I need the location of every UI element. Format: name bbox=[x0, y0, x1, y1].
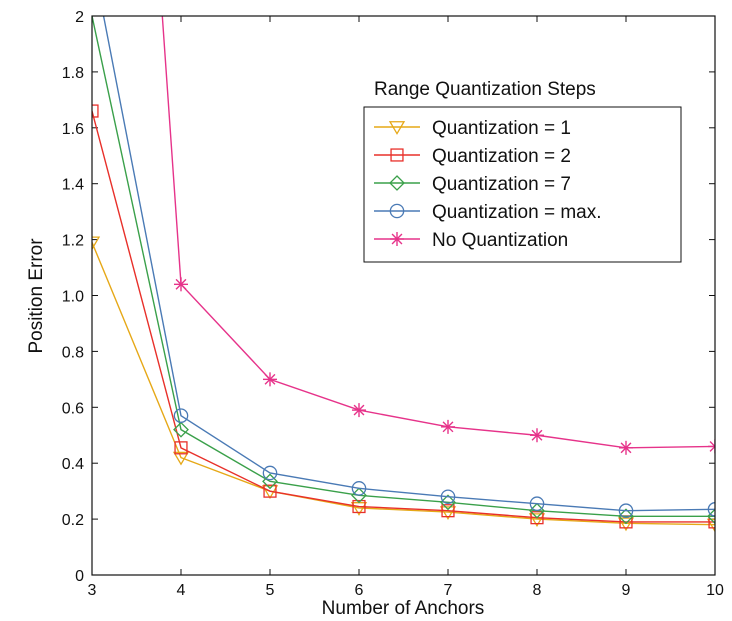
data-point bbox=[618, 508, 634, 525]
data-point bbox=[92, 236, 101, 251]
legend-item: Quantization = 7 bbox=[374, 174, 571, 195]
data-point bbox=[529, 496, 545, 512]
y-tick-label: 0.4 bbox=[62, 456, 84, 473]
data-point bbox=[708, 439, 715, 454]
data-point bbox=[441, 504, 455, 518]
legend-box bbox=[363, 106, 682, 263]
y-tick-label: 1.8 bbox=[62, 65, 84, 82]
y-tick-label: 0.8 bbox=[62, 344, 84, 361]
legend: Range Quantization Steps Quantization = … bbox=[363, 79, 682, 263]
data-point bbox=[619, 440, 633, 455]
series-line bbox=[102, 16, 715, 512]
y-tick-label: 1.2 bbox=[62, 233, 84, 250]
x-tick-label: 7 bbox=[444, 582, 453, 599]
data-point bbox=[352, 403, 366, 418]
data-point bbox=[351, 481, 367, 496]
data-point bbox=[440, 489, 456, 505]
data-point bbox=[530, 428, 544, 443]
legend-marker bbox=[389, 175, 405, 191]
legend-item: Quantization = 1 bbox=[374, 118, 571, 139]
x-tick-label: 10 bbox=[706, 582, 724, 599]
x-tick-label: 8 bbox=[533, 582, 542, 599]
y-tick-label: 1.4 bbox=[62, 177, 84, 194]
plot-frame bbox=[91, 15, 716, 576]
legend-item: Quantization = max. bbox=[374, 202, 602, 223]
data-point bbox=[262, 465, 278, 481]
data-point bbox=[618, 503, 634, 519]
data-point bbox=[172, 451, 190, 466]
data-point bbox=[263, 372, 277, 387]
x-tick-label: 4 bbox=[177, 582, 186, 599]
x-tick-label: 5 bbox=[266, 582, 275, 599]
legend-item: Quantization = 2 bbox=[374, 146, 571, 167]
series-line bbox=[92, 242, 715, 526]
data-point bbox=[174, 277, 188, 292]
plot-area bbox=[92, 16, 715, 533]
y-axis: 0 0.2 0.4 0.6 0.8 1.0 1.2 1.4 1.6 1.8 2 bbox=[62, 9, 715, 585]
data-point bbox=[530, 511, 544, 525]
legend-title: Range Quantization Steps bbox=[374, 79, 596, 100]
data-point bbox=[263, 484, 277, 498]
x-tick-label: 3 bbox=[88, 582, 97, 599]
data-point bbox=[706, 518, 715, 533]
legend-label: Quantization = 7 bbox=[432, 174, 571, 195]
legend-label: No Quantization bbox=[432, 230, 568, 251]
data-point bbox=[617, 517, 635, 532]
data-point bbox=[352, 499, 366, 514]
y-axis-title: Position Error bbox=[26, 238, 47, 354]
series-line bbox=[161, 16, 715, 449]
y-tick-label: 0.2 bbox=[62, 512, 84, 529]
legend-label: Quantization = 1 bbox=[432, 118, 571, 139]
y-tick-label: 1.0 bbox=[62, 289, 84, 306]
y-tick-label: 2 bbox=[75, 9, 84, 26]
series-2 bbox=[92, 104, 715, 529]
series-line bbox=[92, 16, 715, 518]
x-tick-label: 9 bbox=[622, 582, 631, 599]
legend-item: No Quantization bbox=[374, 230, 568, 251]
legend-marker bbox=[390, 232, 404, 246]
data-point bbox=[440, 494, 456, 511]
y-tick-label: 1.6 bbox=[62, 121, 84, 138]
legend-marker bbox=[388, 121, 406, 135]
series-5 bbox=[161, 16, 715, 455]
legend-marker bbox=[389, 203, 405, 219]
legend-label: Quantization = 2 bbox=[432, 146, 571, 167]
y-tick-label: 0 bbox=[75, 568, 84, 585]
x-axis-title: Number of Anchors bbox=[322, 598, 485, 619]
data-point bbox=[439, 506, 457, 521]
data-point bbox=[528, 513, 546, 528]
x-tick-label: 6 bbox=[355, 582, 364, 599]
legend-marker bbox=[390, 148, 404, 162]
y-tick-label: 0.6 bbox=[62, 400, 84, 417]
data-point bbox=[262, 473, 278, 490]
data-point bbox=[173, 421, 189, 438]
legend-label: Quantization = max. bbox=[432, 202, 602, 223]
data-point bbox=[174, 441, 188, 455]
data-point bbox=[173, 408, 189, 423]
series-line bbox=[92, 110, 715, 523]
data-point bbox=[441, 419, 455, 434]
